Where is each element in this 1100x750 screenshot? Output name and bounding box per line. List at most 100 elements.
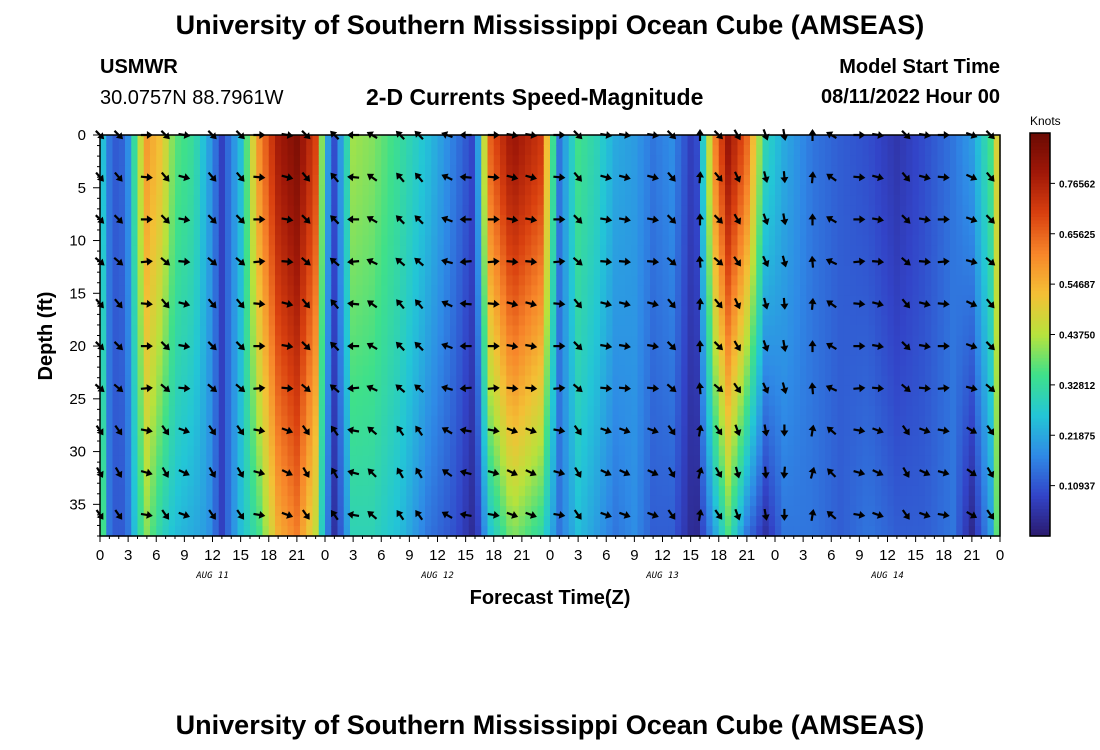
heatmap-cell bbox=[300, 475, 307, 487]
heatmap-cell bbox=[550, 315, 557, 327]
heatmap-cell bbox=[493, 415, 501, 427]
heatmap-cell bbox=[518, 385, 526, 397]
heatmap-cell bbox=[875, 345, 882, 357]
heatmap-cell bbox=[450, 495, 457, 507]
heatmap-cell bbox=[206, 165, 214, 176]
heatmap-cell bbox=[362, 315, 370, 327]
heatmap-cell bbox=[762, 515, 770, 527]
heatmap-cell bbox=[781, 145, 789, 156]
heatmap-cell bbox=[150, 335, 157, 347]
heatmap-cell bbox=[525, 445, 532, 457]
heatmap-cell bbox=[612, 395, 620, 407]
heatmap-cell bbox=[593, 215, 601, 226]
heatmap-cell bbox=[606, 135, 614, 146]
heatmap-cell bbox=[637, 275, 645, 286]
heatmap-cell bbox=[231, 345, 239, 357]
heatmap-cell bbox=[375, 485, 382, 497]
heatmap-cell bbox=[125, 305, 132, 317]
heatmap-cell bbox=[806, 265, 814, 276]
heatmap-cell bbox=[293, 205, 301, 216]
heatmap-cell bbox=[325, 225, 332, 236]
heatmap-cell bbox=[681, 415, 689, 427]
heatmap-cell bbox=[312, 195, 320, 206]
heatmap-cell bbox=[325, 465, 332, 477]
heatmap-cell bbox=[231, 295, 239, 307]
heatmap-cell bbox=[168, 155, 176, 166]
heatmap-cell bbox=[825, 435, 832, 447]
heatmap-cell bbox=[356, 375, 364, 387]
heatmap-cell bbox=[543, 365, 551, 377]
heatmap-cell bbox=[425, 255, 432, 266]
heatmap-cell bbox=[743, 415, 751, 427]
heatmap-cell bbox=[556, 195, 564, 206]
heatmap-cell bbox=[781, 235, 789, 246]
heatmap-cell bbox=[187, 515, 195, 527]
heatmap-cell bbox=[268, 215, 276, 226]
heatmap-cell bbox=[106, 405, 114, 417]
heatmap-cell bbox=[625, 505, 632, 517]
heatmap-cell bbox=[706, 275, 714, 286]
heatmap-cell bbox=[425, 215, 432, 226]
heatmap-cell bbox=[493, 335, 501, 347]
heatmap-cell bbox=[393, 195, 401, 206]
heatmap-cell bbox=[231, 425, 239, 437]
heatmap-cell bbox=[418, 445, 426, 457]
heatmap-cell bbox=[231, 405, 239, 417]
heatmap-cell bbox=[281, 235, 289, 246]
heatmap-cell bbox=[681, 375, 689, 387]
heatmap-cell bbox=[437, 375, 445, 387]
heatmap-cell bbox=[262, 245, 270, 256]
heatmap-cell bbox=[393, 415, 401, 427]
heatmap-cell bbox=[418, 215, 426, 226]
heatmap-cell bbox=[862, 225, 870, 236]
heatmap-cell bbox=[593, 365, 601, 377]
heatmap-cell bbox=[450, 315, 457, 327]
heatmap-cell bbox=[162, 265, 170, 276]
heatmap-cell bbox=[618, 375, 626, 387]
heatmap-cell bbox=[600, 135, 607, 146]
heatmap-cell bbox=[268, 355, 276, 367]
heatmap-cell bbox=[312, 275, 320, 286]
heatmap-cell bbox=[831, 435, 839, 447]
heatmap-cell bbox=[275, 475, 282, 487]
heatmap-cell bbox=[831, 355, 839, 367]
heatmap-cell bbox=[618, 495, 626, 507]
heatmap-cell bbox=[343, 395, 351, 407]
heatmap-cell bbox=[850, 405, 857, 417]
heatmap-cell bbox=[431, 225, 439, 236]
heatmap-cell bbox=[812, 145, 820, 156]
heatmap-cell bbox=[556, 165, 564, 176]
heatmap-cell bbox=[462, 355, 470, 367]
heatmap-cell bbox=[856, 155, 864, 166]
heatmap-cell bbox=[337, 155, 345, 166]
heatmap-cell bbox=[418, 145, 426, 156]
heatmap-cell bbox=[781, 415, 789, 427]
heatmap-cell bbox=[287, 505, 295, 517]
heatmap-cell bbox=[712, 525, 720, 537]
heatmap-cell bbox=[100, 265, 107, 276]
heatmap-cell bbox=[218, 235, 226, 246]
heatmap-cell bbox=[131, 145, 139, 156]
heatmap-cell bbox=[231, 245, 239, 256]
heatmap-cell bbox=[143, 225, 151, 236]
heatmap-cell bbox=[587, 405, 595, 417]
heatmap-cell bbox=[593, 195, 601, 206]
heatmap-cell bbox=[462, 265, 470, 276]
heatmap-cell bbox=[606, 185, 614, 196]
heatmap-cell bbox=[800, 395, 807, 407]
heatmap-cell bbox=[775, 195, 782, 206]
heatmap-cell bbox=[500, 145, 507, 156]
heatmap-cell bbox=[325, 265, 332, 276]
heatmap-cell bbox=[731, 515, 739, 527]
heatmap-cell bbox=[568, 385, 576, 397]
heatmap-cell bbox=[212, 235, 220, 246]
heatmap-cell bbox=[187, 335, 195, 347]
heatmap-cell bbox=[106, 205, 114, 216]
heatmap-cell bbox=[856, 355, 864, 367]
heatmap-cell bbox=[775, 255, 782, 266]
heatmap-cell bbox=[200, 295, 207, 307]
heatmap-cell bbox=[350, 395, 357, 407]
heatmap-cell bbox=[175, 255, 182, 266]
heatmap-cell bbox=[381, 295, 389, 307]
heatmap-cell bbox=[600, 165, 607, 176]
